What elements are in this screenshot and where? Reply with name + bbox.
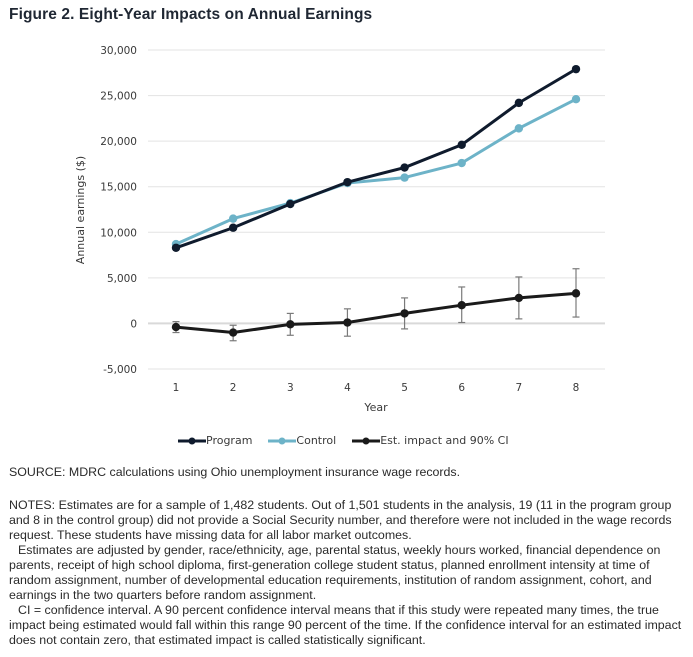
y-tick-label: 20,000 — [100, 136, 137, 148]
y-tick-label: 15,000 — [100, 182, 137, 194]
data-point-est-impact-and-90-ci — [171, 322, 181, 332]
y-tick-label: 0 — [130, 318, 137, 330]
data-point-program — [571, 64, 581, 74]
x-tick-label: 5 — [401, 382, 408, 394]
gridlines — [148, 49, 605, 370]
data-point-control — [571, 95, 581, 104]
legend-label-control: Control — [296, 434, 337, 447]
legend-item-program: Program — [178, 434, 252, 447]
notes-paragraph-2: Estimates are adjusted by gender, race/e… — [9, 543, 661, 602]
data-point-est-impact-and-90-ci — [286, 320, 295, 329]
data-point-program — [228, 223, 238, 232]
data-point-program — [400, 163, 409, 172]
legend-item-control: Control — [268, 434, 336, 447]
y-axis-title: Annual earnings ($) — [74, 156, 87, 264]
legend-swatch-impact — [352, 437, 381, 444]
chart-legend: Program Control Est. impact and 90% CI — [178, 434, 525, 447]
y-tick-label: 10,000 — [100, 227, 137, 239]
x-tick-label: 2 — [230, 382, 237, 394]
data-point-est-impact-and-90-ci — [400, 309, 409, 318]
data-point-control — [400, 173, 409, 182]
x-tick-label: 1 — [173, 382, 180, 394]
y-tick-label: 25,000 — [100, 91, 137, 103]
data-point-est-impact-and-90-ci — [457, 301, 466, 310]
data-point-control — [228, 214, 238, 223]
x-tick-label: 8 — [573, 382, 580, 394]
data-point-program — [343, 177, 352, 187]
x-axis-ticks: 1 2 3 4 5 6 7 8 — [173, 382, 580, 394]
data-point-est-impact-and-90-ci — [514, 293, 524, 303]
data-point-est-impact-and-90-ci — [228, 328, 238, 337]
series-line-est-impact-and-90-ci — [174, 291, 578, 335]
legend-swatch-control — [268, 437, 297, 444]
legend-label-program: Program — [206, 434, 253, 447]
y-tick-label: 30,000 — [100, 45, 137, 57]
y-axis-ticks: -5,000 0 5,000 10,000 15,000 20,000 25,000 30,0… — [100, 45, 137, 376]
data-point-program — [171, 243, 181, 252]
x-tick-label: 7 — [516, 382, 523, 394]
data-point-program — [286, 199, 295, 209]
x-tick-label: 3 — [287, 382, 294, 394]
series-line-control — [174, 97, 578, 246]
line-chart: -5,000 0 5,000 10,000 15,000 20,000 25,000 30,0… — [74, 45, 605, 414]
notes-section: NOTES: Estimates are for a sample of 1,4… — [9, 498, 689, 648]
series-layer — [171, 64, 581, 342]
legend-swatch-program — [178, 437, 206, 444]
y-tick-label: 5,000 — [107, 273, 137, 285]
x-tick-label: 4 — [344, 382, 351, 394]
figure-title: Figure 2. Eight-Year Impacts on Annual E… — [9, 6, 373, 23]
legend-item-impact: Est. impact and 90% CI — [352, 434, 509, 447]
x-tick-label: 6 — [458, 382, 465, 394]
data-point-est-impact-and-90-ci — [571, 289, 581, 298]
y-tick-label: -5,000 — [103, 364, 137, 376]
legend-label-impact: Est. impact and 90% CI — [380, 434, 509, 447]
x-axis-title: Year — [363, 401, 388, 414]
data-point-program — [457, 140, 466, 149]
series-line-program — [174, 67, 578, 250]
notes-paragraph-3: CI = confidence interval. A 90 percent c… — [9, 603, 682, 647]
data-point-program — [514, 98, 524, 108]
source-note: SOURCE: MDRC calculations using Ohio une… — [9, 465, 461, 479]
data-point-est-impact-and-90-ci — [343, 318, 352, 327]
data-point-control — [514, 124, 524, 133]
series-program — [171, 64, 581, 252]
series-est-impact-and-90-ci — [171, 268, 581, 342]
data-point-control — [457, 158, 466, 168]
notes-paragraph-1: NOTES: Estimates are for a sample of 1,4… — [9, 498, 672, 542]
